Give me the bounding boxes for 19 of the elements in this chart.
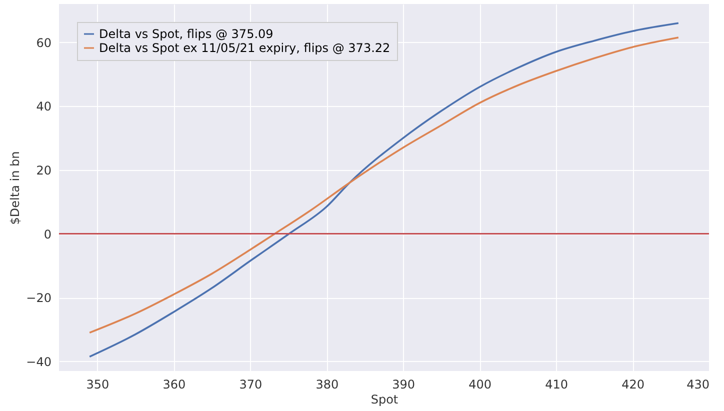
- legend-label: Delta vs Spot ex 11/05/21 expiry, flips @ 373.22: [99, 41, 390, 55]
- y-tick-label: −20: [26, 291, 52, 306]
- y-tick-label: 20: [36, 163, 52, 178]
- y-tick-label: 60: [36, 36, 52, 50]
- x-axis-title: Spot: [370, 392, 398, 406]
- y-tick-label: 40: [36, 100, 52, 114]
- y-tick-label: −40: [26, 354, 52, 369]
- y-axis-title: $Delta in bn: [8, 151, 22, 225]
- x-tick-label: 360: [162, 378, 186, 392]
- x-tick-label: 350: [86, 378, 110, 392]
- x-tick-label: 420: [622, 378, 644, 392]
- legend-label: Delta vs Spot, flips @ 375.09: [99, 27, 274, 41]
- x-tick-label: 400: [468, 378, 492, 392]
- x-tick-label: 370: [239, 378, 262, 392]
- x-tick-label: 430: [686, 378, 710, 392]
- x-tick-label: 390: [392, 378, 416, 392]
- x-tick-label: 380: [316, 378, 339, 392]
- x-tick-label: 410: [545, 378, 568, 392]
- y-tick-label: 0: [44, 227, 52, 242]
